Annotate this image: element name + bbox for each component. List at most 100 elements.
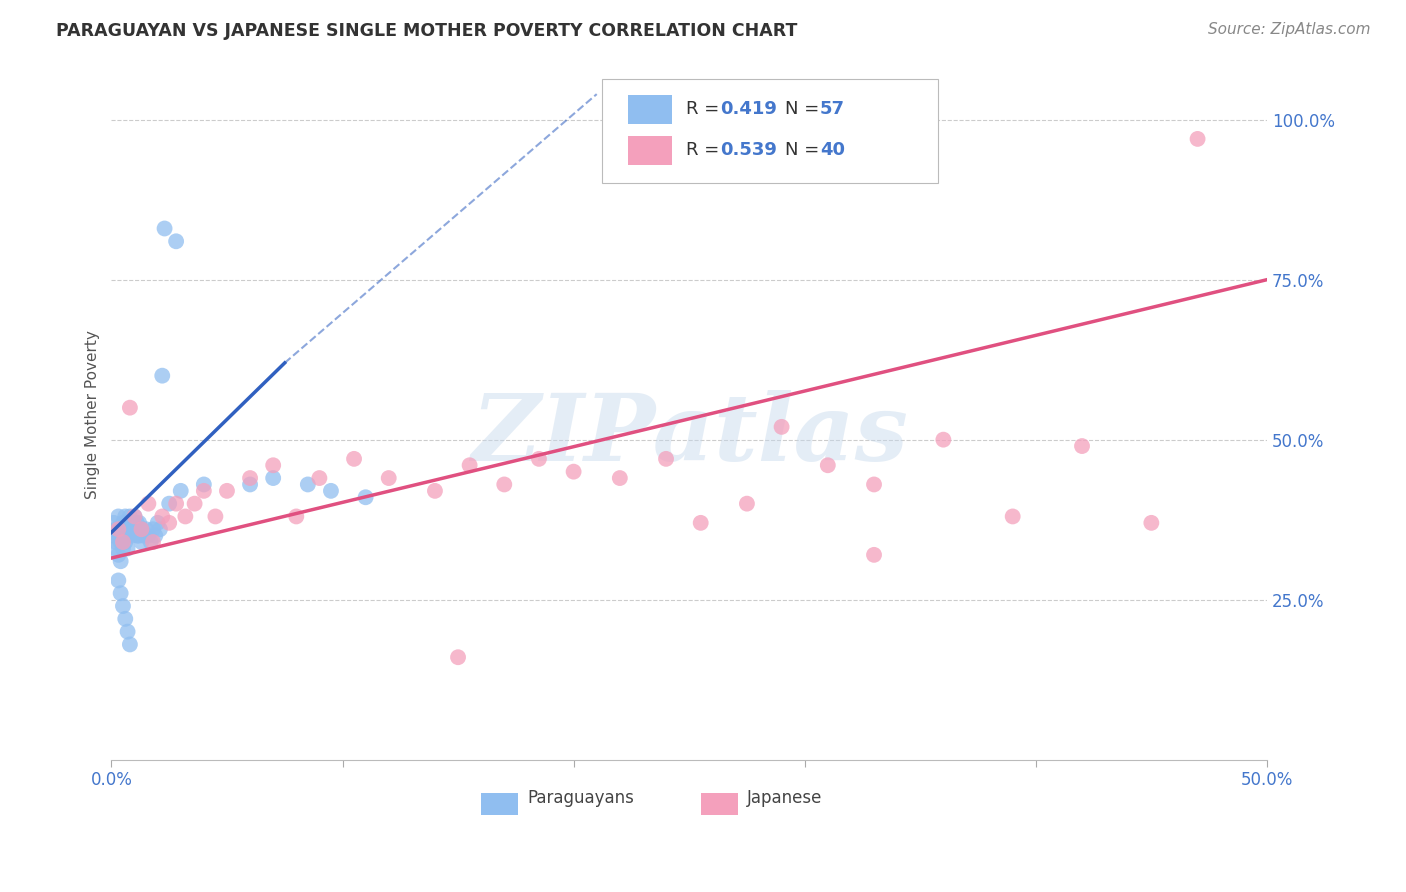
Y-axis label: Single Mother Poverty: Single Mother Poverty — [86, 330, 100, 499]
FancyBboxPatch shape — [628, 95, 672, 124]
Point — [124, 509, 146, 524]
Point — [153, 221, 176, 235]
Point — [114, 509, 136, 524]
Point — [131, 522, 153, 536]
Point — [689, 516, 711, 530]
Point — [239, 471, 262, 485]
Text: N =: N = — [785, 100, 825, 118]
Point — [215, 483, 238, 498]
Point — [105, 522, 128, 536]
Point — [118, 401, 141, 415]
Text: 40: 40 — [820, 141, 845, 159]
Point — [204, 509, 226, 524]
Point — [770, 420, 793, 434]
Point — [135, 522, 157, 536]
Point — [111, 599, 134, 613]
Point — [118, 637, 141, 651]
Text: 0.419: 0.419 — [720, 100, 778, 118]
Point — [1187, 132, 1209, 146]
Point — [124, 522, 146, 536]
Point — [114, 522, 136, 536]
Point — [103, 529, 125, 543]
Point — [354, 490, 377, 504]
Point — [562, 465, 585, 479]
Point — [142, 522, 165, 536]
Point — [107, 529, 129, 543]
Point — [170, 483, 193, 498]
Point — [138, 497, 160, 511]
Text: N =: N = — [785, 141, 825, 159]
Point — [308, 471, 330, 485]
Point — [262, 471, 284, 485]
Point — [110, 554, 132, 568]
Point — [118, 509, 141, 524]
Point — [157, 516, 180, 530]
Point — [165, 235, 187, 249]
Point — [262, 458, 284, 473]
FancyBboxPatch shape — [628, 136, 672, 165]
Point — [125, 529, 148, 543]
Point — [114, 535, 136, 549]
Point — [117, 516, 139, 530]
Point — [111, 516, 134, 530]
Point — [319, 483, 342, 498]
Point — [297, 477, 319, 491]
Point — [1001, 509, 1024, 524]
Point — [239, 477, 262, 491]
Text: PARAGUAYAN VS JAPANESE SINGLE MOTHER POVERTY CORRELATION CHART: PARAGUAYAN VS JAPANESE SINGLE MOTHER POV… — [56, 22, 797, 40]
Point — [655, 451, 678, 466]
Point — [609, 471, 631, 485]
Point — [107, 522, 129, 536]
Point — [110, 586, 132, 600]
Point — [105, 541, 128, 556]
Point — [149, 522, 172, 536]
Point — [125, 516, 148, 530]
Point — [494, 477, 516, 491]
Point — [932, 433, 955, 447]
Text: R =: R = — [686, 141, 724, 159]
Point — [131, 535, 153, 549]
Point — [157, 497, 180, 511]
Point — [377, 471, 399, 485]
Point — [193, 477, 215, 491]
Point — [142, 535, 165, 549]
Point — [107, 509, 129, 524]
Point — [128, 529, 150, 543]
Point — [107, 574, 129, 588]
Point — [183, 497, 205, 511]
Text: R =: R = — [686, 100, 724, 118]
Point — [105, 535, 128, 549]
Text: Source: ZipAtlas.com: Source: ZipAtlas.com — [1208, 22, 1371, 37]
Point — [107, 548, 129, 562]
Point — [121, 516, 143, 530]
Point — [817, 458, 839, 473]
Point — [111, 535, 134, 549]
Point — [146, 516, 169, 530]
Point — [110, 535, 132, 549]
Point — [111, 529, 134, 543]
Point — [193, 483, 215, 498]
FancyBboxPatch shape — [481, 793, 519, 815]
Point — [138, 529, 160, 543]
Point — [139, 535, 162, 549]
Text: Paraguayans: Paraguayans — [527, 789, 634, 807]
FancyBboxPatch shape — [700, 793, 738, 815]
Point — [150, 509, 173, 524]
Point — [103, 516, 125, 530]
Point — [121, 529, 143, 543]
Point — [863, 548, 886, 562]
Point — [110, 522, 132, 536]
Text: ZIPatlas: ZIPatlas — [471, 390, 908, 480]
Point — [527, 451, 550, 466]
Point — [174, 509, 197, 524]
Point — [132, 529, 155, 543]
Point — [143, 529, 166, 543]
Point — [111, 541, 134, 556]
Point — [343, 451, 366, 466]
Point — [117, 541, 139, 556]
Point — [128, 516, 150, 530]
Point — [423, 483, 446, 498]
Point — [124, 509, 146, 524]
Text: Japanese: Japanese — [747, 789, 823, 807]
Point — [150, 368, 173, 383]
